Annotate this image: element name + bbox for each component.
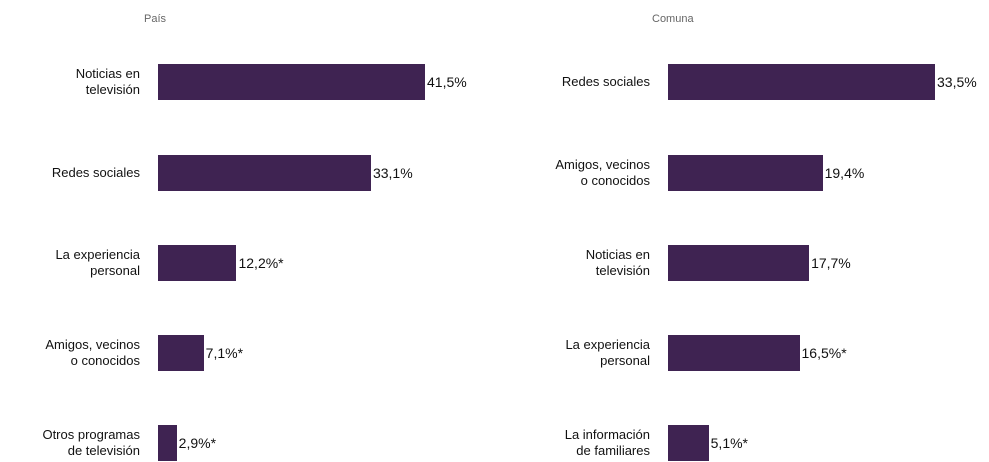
value-label: 33,5%: [937, 74, 977, 90]
chart-title: Comuna: [652, 13, 694, 25]
category-label: Noticias en televisión: [585, 247, 650, 278]
value-label: 19,4%: [824, 165, 865, 181]
category-label: La información de familiares: [564, 427, 650, 458]
value-label: 33,1%: [372, 165, 413, 181]
category-label: Redes sociales: [51, 165, 140, 180]
bar: [668, 425, 709, 461]
category-label: La experiencia personal: [565, 337, 650, 368]
bar: [668, 245, 810, 281]
bar: [158, 335, 204, 371]
value-label: 17,7%: [811, 255, 851, 271]
chart-title: País: [144, 13, 167, 25]
bar: [668, 155, 823, 191]
bar: [158, 245, 237, 281]
value-label: 41,5%: [427, 74, 467, 90]
value-label: 12,2%*: [238, 255, 284, 271]
bar: [668, 64, 935, 100]
category-label: Otros programas de televisión: [42, 427, 140, 458]
bar: [158, 155, 371, 191]
category-label: Amigos, vecinos o conocidos: [45, 337, 140, 368]
value-label: 16,5%*: [801, 345, 847, 361]
value-label: 7,1%*: [205, 345, 244, 361]
bar: [158, 64, 425, 100]
bar: [668, 335, 800, 371]
value-label: 5,1%*: [710, 435, 748, 451]
category-label: La experiencia personal: [55, 247, 140, 278]
category-label: Amigos, vecinos o conocidos: [555, 157, 650, 188]
category-label: Redes sociales: [561, 74, 650, 89]
bar: [158, 425, 177, 461]
category-label: Noticias en televisión: [75, 66, 140, 97]
value-label: 2,9%*: [178, 435, 217, 451]
